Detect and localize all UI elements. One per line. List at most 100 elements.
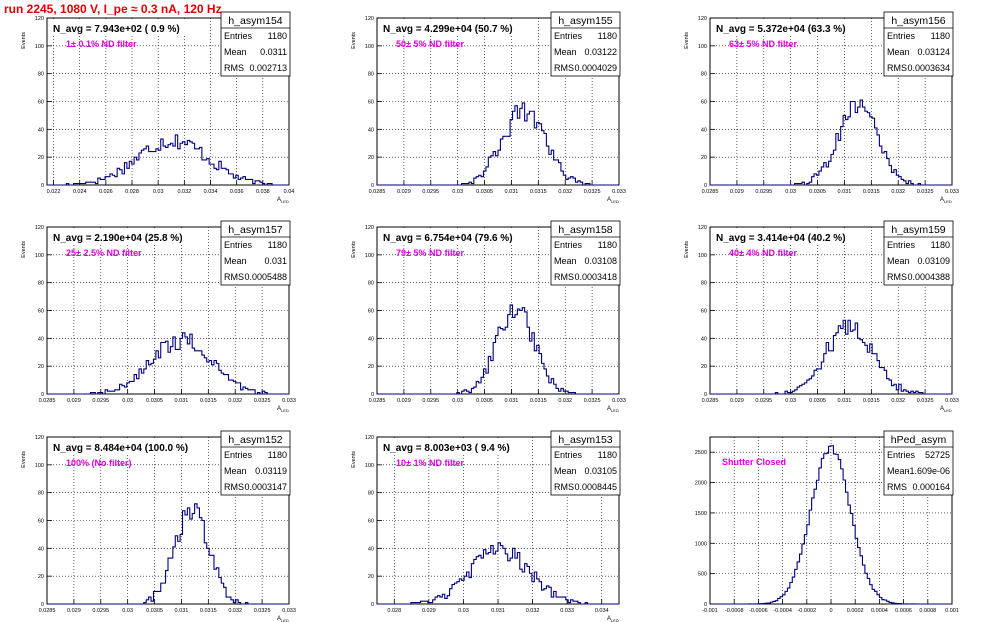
x-tick-label: 0.033 — [282, 608, 296, 614]
x-tick-label: 0.031 — [175, 398, 189, 404]
y-tick-label: 120 — [698, 225, 707, 231]
stats-value-entries: 1180 — [931, 31, 950, 41]
x-tick-label: 0.0295 — [755, 398, 772, 404]
stats-label-mean: Mean — [887, 256, 910, 266]
stats-value-mean: 0.03119 — [255, 466, 287, 476]
x-tick-label: 0.001 — [945, 608, 959, 614]
y-tick-label: 100 — [365, 463, 374, 469]
x-tick-label: 0.032 — [891, 398, 905, 404]
stats-value-mean: -1.609e-06 — [906, 466, 950, 476]
y-tick-label: 20 — [38, 364, 44, 370]
y-tick-label: 60 — [701, 309, 707, 315]
y-tick-label: 100 — [35, 253, 44, 259]
x-tick-label: 0.0285 — [369, 189, 386, 195]
x-tick-label: 0.0002 — [847, 608, 864, 614]
x-tick-label: 0.0315 — [200, 608, 217, 614]
x-tick-label: 0.029 — [397, 189, 411, 195]
stats-label-rms: RMS — [554, 482, 574, 492]
y-tick-label: 100 — [365, 44, 374, 50]
x-tick-label: 0.0305 — [146, 398, 163, 404]
stats-box-frame — [550, 220, 621, 286]
x-tick-label: 0.0315 — [863, 398, 880, 404]
stats-value-rms: 0.002713 — [249, 63, 287, 73]
histogram-name: h_asym154 — [228, 15, 282, 27]
filter-annotation: 50± 5% ND filter — [396, 39, 464, 49]
stats-value-entries: 1180 — [598, 31, 617, 41]
navg-label: N_avg = 3.414e+04 (40.2 %) — [716, 233, 846, 244]
chart-h_asym159: 0.0285 0.029 0.0295 0.03 0.0305 0.031 0.0315 0.… — [684, 220, 959, 413]
stats-box-frame — [220, 430, 291, 496]
x-tick-label: 0.0315 — [200, 398, 217, 404]
x-tick-label: 0.03 — [452, 398, 463, 404]
y-axis-label: Events — [351, 32, 357, 49]
stats-box: h_asym154 Entries 1180 Mean 0.0311 RMS 0.00271… — [220, 11, 291, 77]
histogram-line — [47, 134, 289, 186]
histogram-line — [710, 319, 952, 395]
x-axis-label-subscript: LED — [281, 199, 289, 204]
stats-label-rms: RMS — [224, 482, 244, 492]
filter-annotation: 40± 4% ND filter — [729, 248, 797, 258]
stats-value-rms: 0.0004029 — [574, 63, 617, 73]
stats-value-mean: 0.03109 — [917, 256, 950, 266]
x-tick-label: 0.0315 — [530, 189, 547, 195]
stats-label-mean: Mean — [224, 466, 247, 476]
histogram-line — [47, 503, 289, 605]
filter-annotation: 25± 2.5% ND filter — [66, 248, 142, 258]
histogram-line — [377, 102, 619, 186]
y-tick-label: 60 — [38, 309, 44, 315]
stats-value-entries: 1180 — [598, 240, 617, 250]
x-tick-label: 0.028 — [387, 608, 401, 614]
stats-label-mean: Mean — [554, 256, 577, 266]
x-tick-label: 0.031 — [505, 189, 519, 195]
x-tick-label: 0.03 — [153, 189, 164, 195]
x-tick-label: 0.024 — [73, 189, 87, 195]
stats-label-mean: Mean — [224, 256, 247, 266]
y-tick-label: 60 — [38, 100, 44, 106]
stats-box-frame — [883, 430, 954, 496]
y-tick-label: 60 — [38, 519, 44, 525]
stats-value-entries: 1180 — [268, 450, 287, 460]
x-tick-label: 0.0285 — [702, 398, 719, 404]
histogram-line — [377, 542, 619, 605]
histogram-name: h_asym157 — [228, 224, 282, 236]
x-tick-label: 0.032 — [228, 398, 242, 404]
x-axis-label-subscript: LED — [281, 618, 289, 622]
stats-box: h_asym155 Entries 1180 Mean 0.03122 RMS 0.0004… — [550, 11, 621, 77]
x-axis-label-subscript: LED — [281, 408, 289, 413]
x-tick-label: 0.0295 — [422, 398, 439, 404]
y-tick-label: 0 — [371, 183, 374, 189]
x-tick-label: 0.0325 — [254, 398, 271, 404]
y-axis-label: Events — [21, 241, 27, 258]
x-tick-label: 0.0285 — [369, 398, 386, 404]
stats-value-mean: 0.03108 — [584, 256, 617, 266]
stats-value-mean: 0.03122 — [584, 47, 617, 57]
stats-box-frame — [550, 430, 621, 496]
y-tick-label: 80 — [38, 491, 44, 497]
x-tick-label: 0.0325 — [584, 189, 601, 195]
y-tick-label: 40 — [368, 127, 374, 133]
x-tick-label: 0.033 — [612, 398, 626, 404]
histogram-name: h_asym158 — [558, 224, 612, 236]
y-tick-label: 500 — [698, 572, 707, 578]
x-tick-label: 0.032 — [558, 189, 572, 195]
navg-label: N_avg = 8.484e+04 (100.0 %) — [53, 443, 188, 454]
x-tick-label: 0.033 — [945, 189, 959, 195]
stats-box: h_asym156 Entries 1180 Mean 0.03124 RMS 0.0003… — [883, 11, 954, 77]
chart-h_asym155: 0.0285 0.029 0.0295 0.03 0.0305 0.031 0.0315 0.… — [351, 11, 626, 204]
navg-label: N_avg = 6.754e+04 (79.6 %) — [383, 233, 513, 244]
x-tick-label: 0.033 — [945, 398, 959, 404]
navg-label: N_avg = 2.190e+04 (25.8 %) — [53, 233, 183, 244]
x-tick-label: 0.031 — [838, 189, 852, 195]
x-tick-label: 0.031 — [505, 398, 519, 404]
chart-hPed_asym: -0.001 -0.0008 -0.0006 -0.0004 -0.0002 0 0.000… — [695, 430, 959, 614]
x-tick-label: 0.038 — [256, 189, 270, 195]
y-tick-label: 0 — [371, 602, 374, 608]
stats-label-mean: Mean — [224, 47, 247, 57]
stats-box: hPed_asym Entries 52725 Mean-1.609e-06 RMS 0.… — [883, 430, 954, 496]
histogram-line — [710, 445, 952, 605]
navg-box — [380, 229, 530, 244]
y-tick-label: 60 — [368, 100, 374, 106]
stats-value-entries: 52725 — [925, 450, 950, 460]
x-tick-label: -0.0004 — [773, 608, 792, 614]
